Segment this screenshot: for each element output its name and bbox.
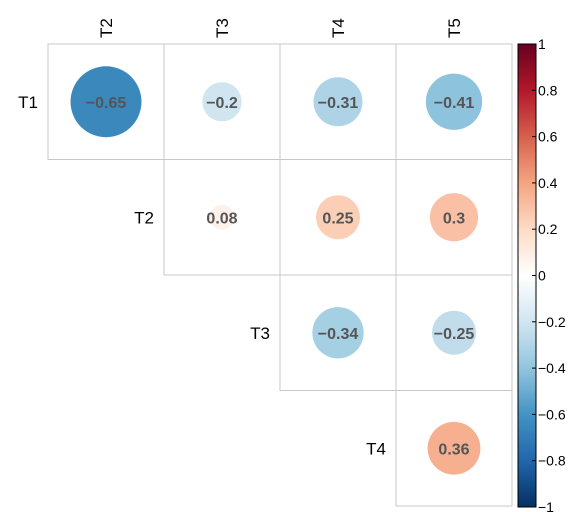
colorbar-gradient <box>518 44 536 507</box>
col-label-T3: T3 <box>213 18 232 38</box>
value-label: 0.36 <box>438 441 469 458</box>
cell-T3-T5: −0.25 <box>395 274 513 391</box>
row-label-T1: T1 <box>18 93 38 112</box>
colorbar-tick-label: −1 <box>538 499 554 512</box>
colorbar-tick-label: 0.6 <box>538 129 558 145</box>
row-label-T3: T3 <box>250 324 270 343</box>
cell-T2-T5: 0.3 <box>395 159 513 276</box>
colorbar-tick-label: −0.6 <box>538 406 566 422</box>
correlation-circle <box>316 195 360 240</box>
col-label-T4: T4 <box>329 18 348 38</box>
correlation-circle <box>209 204 235 230</box>
value-label: −0.34 <box>318 326 359 343</box>
value-label: −0.65 <box>86 95 127 112</box>
cell-T2-T3: 0.08 <box>163 159 281 276</box>
value-label: 0.3 <box>443 210 465 227</box>
cell-T1-T5: −0.41 <box>395 43 513 160</box>
value-label: 0.08 <box>206 210 237 227</box>
correlation-circle <box>202 82 242 122</box>
colorbar-tick-label: 0 <box>538 268 546 284</box>
correlation-circle <box>70 66 142 138</box>
row-label-T4: T4 <box>366 439 386 458</box>
colorbar-tick-label: 0.4 <box>538 175 558 191</box>
cell-T1-T3: −0.2 <box>163 43 281 160</box>
value-label: −0.25 <box>434 326 475 343</box>
correlation-circle <box>432 310 476 355</box>
correlation-circle <box>425 73 483 130</box>
colorbar-tick-label: −0.4 <box>538 360 566 376</box>
col-label-T2: T2 <box>97 18 116 38</box>
correlation-circle <box>427 421 481 475</box>
correlation-circle <box>429 193 479 242</box>
cell-T2-T4: 0.25 <box>279 159 397 276</box>
cell-T3-T4: −0.34 <box>279 274 397 391</box>
colorbar-legend: 1 0.8 0.6 0.4 0.2 0 −0.2 −0.4 −0.6 −0.8 −1 <box>517 36 566 512</box>
colorbar-tick-label: 0.2 <box>538 221 558 237</box>
cell-T4-T5: 0.36 <box>395 390 513 507</box>
colorbar-tick-label: 1 <box>538 36 546 52</box>
colorbar-tick-label: −0.2 <box>538 314 566 330</box>
cell-T1-T4: −0.31 <box>279 43 397 160</box>
correlation-circle <box>312 307 364 359</box>
correlation-matrix: −0.65 −0.2 −0.31 −0.41 0.08 0.25 0.3 −0.34 −0.25… <box>47 43 513 507</box>
value-label: 0.25 <box>322 210 353 227</box>
colorbar-tick-label: 0.8 <box>538 82 558 98</box>
value-label: −0.2 <box>206 95 238 112</box>
colorbar-tick-label: −0.8 <box>538 453 566 469</box>
col-label-T5: T5 <box>445 18 464 38</box>
value-label: −0.41 <box>434 95 475 112</box>
correlation-circle <box>313 77 363 127</box>
cell-T1-T2: −0.65 <box>47 43 165 160</box>
row-label-T2: T2 <box>134 208 154 227</box>
value-label: −0.31 <box>318 95 359 112</box>
axis-labels: T1 T2 T3 T4 T2 T3 T4 T5 <box>18 18 464 458</box>
